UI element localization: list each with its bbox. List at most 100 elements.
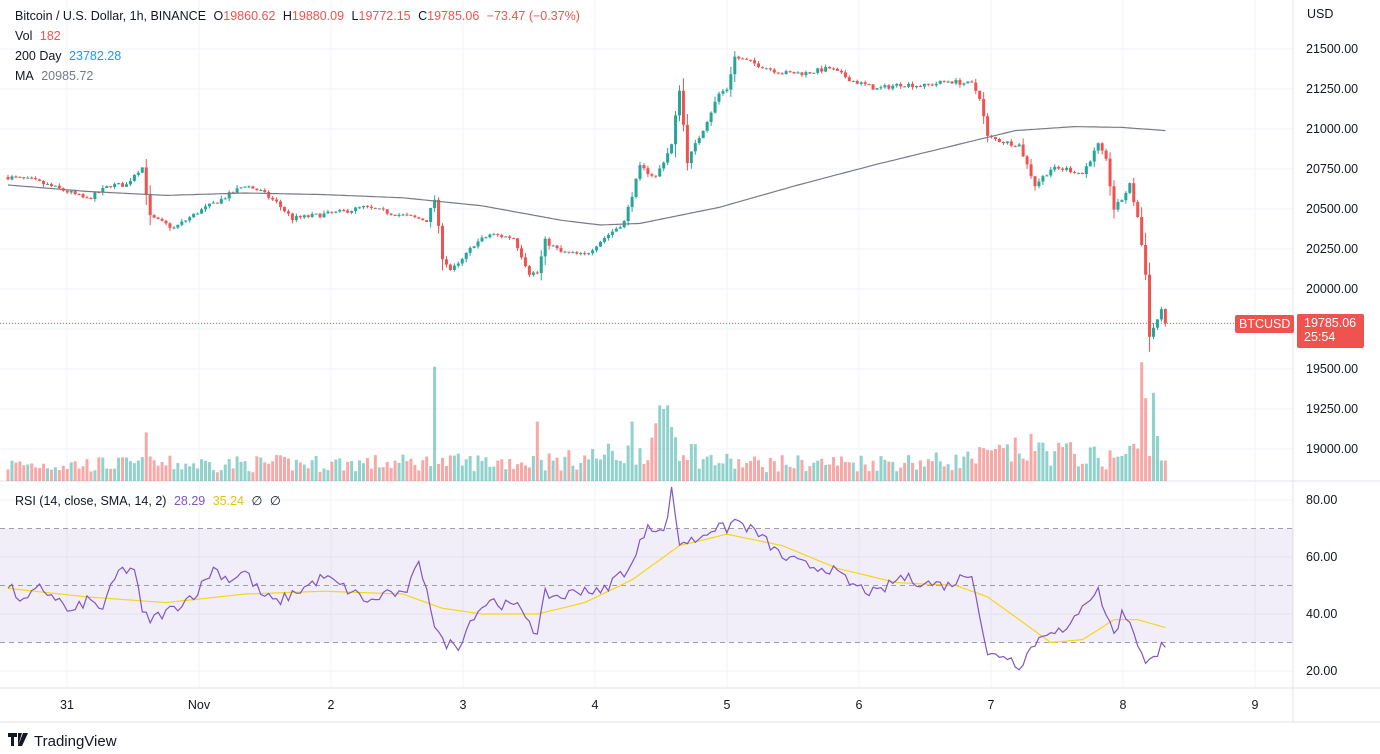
volume-bar (666, 405, 670, 481)
candle-body (219, 198, 223, 204)
volume-bar (204, 460, 207, 481)
candle-body (200, 209, 204, 214)
candle-body (512, 238, 516, 240)
candle-body (251, 186, 255, 189)
volume-bar (377, 467, 381, 481)
volume-bar (504, 469, 508, 481)
candle-body (1009, 141, 1013, 146)
candle-body (867, 84, 871, 86)
volume-bar (717, 463, 721, 481)
volume-bar (824, 464, 828, 481)
last-price-value: 19785.06 (1304, 316, 1357, 330)
candle-body (839, 70, 843, 73)
volume-bar (421, 460, 425, 481)
volume-bar (1155, 436, 1159, 481)
volume-bar (508, 459, 512, 481)
time-tick-label: 31 (60, 698, 74, 712)
volume-bar (69, 462, 73, 481)
candle-body (1136, 202, 1140, 217)
rsi-band-fill (0, 528, 1293, 643)
volume-bar (958, 468, 962, 481)
volume-bar (954, 454, 958, 481)
volume-bar (385, 462, 389, 481)
volume-bar (539, 459, 543, 481)
candle-body (650, 174, 654, 176)
volume-bar (895, 471, 899, 481)
tradingview-branding[interactable]: TradingView (8, 733, 117, 750)
candle-body (563, 251, 567, 253)
volume-bar (851, 462, 855, 481)
candle-body (670, 144, 674, 154)
candle-body (192, 213, 196, 218)
time-tick-label: Nov (188, 698, 211, 712)
candle-body (500, 235, 504, 238)
candle-body (599, 241, 602, 247)
candle-body (630, 196, 634, 207)
volume-bar (192, 463, 196, 481)
volume-bar (571, 465, 575, 481)
volume-bar (448, 455, 452, 481)
candle-body (140, 167, 144, 173)
volume-bar (211, 470, 215, 481)
candle-body (152, 215, 156, 218)
volume-bar (188, 466, 192, 481)
ma-value: 20985.72 (41, 69, 94, 83)
volume-bar (1009, 461, 1013, 481)
volume-bar (1140, 362, 1144, 481)
candle-body (318, 213, 322, 218)
volume-bar (1005, 444, 1009, 481)
countdown-value: 25:54 (1304, 330, 1336, 344)
volume-bar (693, 444, 697, 481)
volume-bar (172, 469, 176, 481)
volume-bar (354, 471, 358, 481)
volume-bar (286, 458, 290, 481)
candle-body (1017, 144, 1021, 147)
volume-bar (227, 459, 231, 481)
volume-bar (772, 461, 776, 481)
candle-body (286, 211, 290, 214)
candle-body (441, 225, 444, 260)
candle-body (429, 208, 433, 222)
volume-bar (468, 456, 472, 481)
volume-bar (73, 461, 77, 481)
candle-body (401, 214, 405, 216)
volume-bar (930, 461, 934, 481)
candle-body (1037, 181, 1041, 187)
candle-body (1049, 169, 1053, 176)
candle-body (1073, 172, 1076, 174)
candle-body (863, 82, 867, 85)
candle-body (259, 190, 263, 192)
volume-bar (911, 462, 915, 481)
volume-bar (425, 456, 429, 481)
candle-body (464, 252, 468, 259)
volume-bar (1021, 458, 1025, 481)
rsi-value: 28.29 (173, 494, 206, 508)
price-tick-label: 20750.00 (1306, 162, 1358, 176)
candle-body (93, 192, 97, 200)
volume-bar (903, 462, 907, 481)
volume-bar (523, 465, 527, 481)
price-tick-label: 21000.00 (1306, 122, 1358, 136)
time-tick-label: 9 (1252, 698, 1259, 712)
candle-body (875, 88, 879, 90)
volume-bar (606, 443, 610, 481)
open-value: 19860.62 (223, 9, 276, 23)
candle-body (871, 84, 875, 90)
candle-body (101, 187, 105, 193)
candle-body (437, 199, 441, 226)
volume-bar (77, 468, 81, 481)
candle-body (42, 180, 46, 185)
volume-bar (674, 437, 678, 481)
volume-bar (516, 464, 520, 481)
volume-bar (156, 465, 160, 481)
volume-bar (1045, 451, 1049, 481)
candle-body (685, 124, 689, 164)
volume-bar (887, 461, 891, 481)
candle-body (215, 202, 219, 204)
volume-bar (196, 468, 200, 481)
candle-body (907, 83, 911, 87)
candle-body (456, 263, 460, 266)
volume-bar (1159, 460, 1163, 481)
candle-body (204, 206, 207, 210)
